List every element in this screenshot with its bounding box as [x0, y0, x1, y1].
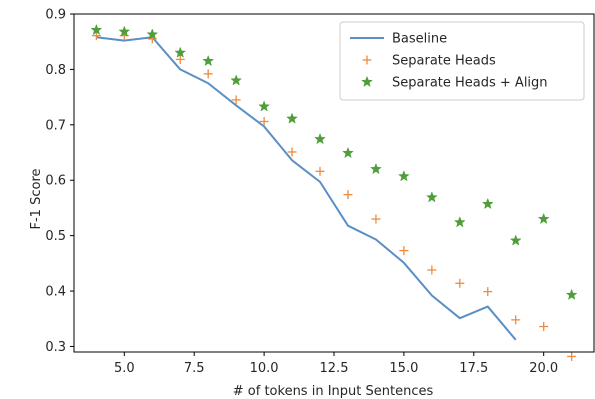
separate-heads-align-point — [90, 23, 103, 36]
y-tick-label: 0.7 — [45, 118, 66, 133]
separate-heads-align-point — [397, 170, 410, 182]
separate-heads-align-point — [453, 216, 466, 228]
plot-area — [90, 23, 578, 361]
legend: Baseline Separate Heads Separate Heads + A… — [339, 21, 585, 101]
axes: 5.0 7.5 10.0 12.5 15.0 17.5 20.0 0.3 0.4 0.5 0.6 0.… — [45, 8, 595, 376]
y-tick-label: 0.4 — [45, 285, 66, 300]
separate-heads-point — [399, 246, 409, 256]
legend-label: Separate Heads + Align — [392, 76, 548, 91]
legend-star-swatch — [361, 75, 373, 88]
separate-heads-point — [203, 69, 213, 79]
legend-plus-swatch — [362, 55, 372, 65]
separate-heads-align-point — [202, 54, 215, 67]
x-tick-label: 10.0 — [250, 361, 279, 376]
separate-heads-align-point — [174, 46, 187, 58]
separate-heads-point — [259, 116, 269, 126]
y-tick-label: 0.8 — [45, 63, 66, 78]
separate-heads-align-point — [425, 191, 438, 203]
separate-heads-point — [287, 147, 297, 157]
separate-heads-align-point — [146, 28, 159, 40]
x-tick-label: 15.0 — [389, 361, 418, 376]
separate-heads-point — [231, 95, 241, 105]
y-axis-label: F-1 Score — [29, 169, 44, 230]
series-0 — [96, 36, 517, 341]
separate-heads-align-point — [314, 133, 326, 145]
legend-frame — [339, 21, 585, 101]
separate-heads-align-point — [342, 146, 354, 159]
y-tick-label: 0.3 — [45, 340, 66, 355]
separate-heads-point — [539, 322, 549, 332]
separate-heads-align-point — [118, 25, 131, 37]
x-tick-label: 20.0 — [529, 361, 558, 376]
x-tick-label: 17.5 — [459, 361, 488, 376]
separate-heads-point — [371, 214, 381, 224]
legend-label: Separate Heads — [392, 54, 496, 69]
y-tick-label: 0.9 — [45, 8, 66, 23]
y-tick-label: 0.6 — [45, 174, 66, 189]
separate-heads-align-point — [537, 212, 550, 225]
x-tick-label: 5.0 — [114, 361, 135, 376]
baseline-line — [96, 36, 517, 341]
separate-heads-align-point — [565, 288, 578, 300]
separate-heads-align-point — [258, 100, 271, 112]
x-tick-label: 7.5 — [184, 361, 205, 376]
separate-heads-point — [175, 54, 185, 64]
separate-heads-point — [315, 166, 325, 176]
separate-heads-align-point — [286, 112, 298, 124]
separate-heads-point — [427, 265, 437, 275]
separate-heads-align-point — [370, 162, 382, 175]
separate-heads-align-point — [509, 234, 522, 246]
series-2 — [90, 23, 578, 300]
separate-heads-point — [511, 315, 521, 325]
separate-heads-point — [483, 287, 493, 297]
separate-heads-point — [567, 351, 577, 361]
y-tick-label: 0.5 — [45, 229, 66, 244]
separate-heads-point — [343, 190, 353, 200]
separate-heads-point — [455, 278, 465, 288]
x-tick-label: 12.5 — [320, 361, 349, 376]
separate-heads-align-point — [230, 74, 243, 86]
legend-label: Baseline — [392, 32, 447, 47]
separate-heads-align-point — [481, 197, 494, 210]
x-axis-label: # of tokens in Input Sentences — [233, 384, 434, 399]
